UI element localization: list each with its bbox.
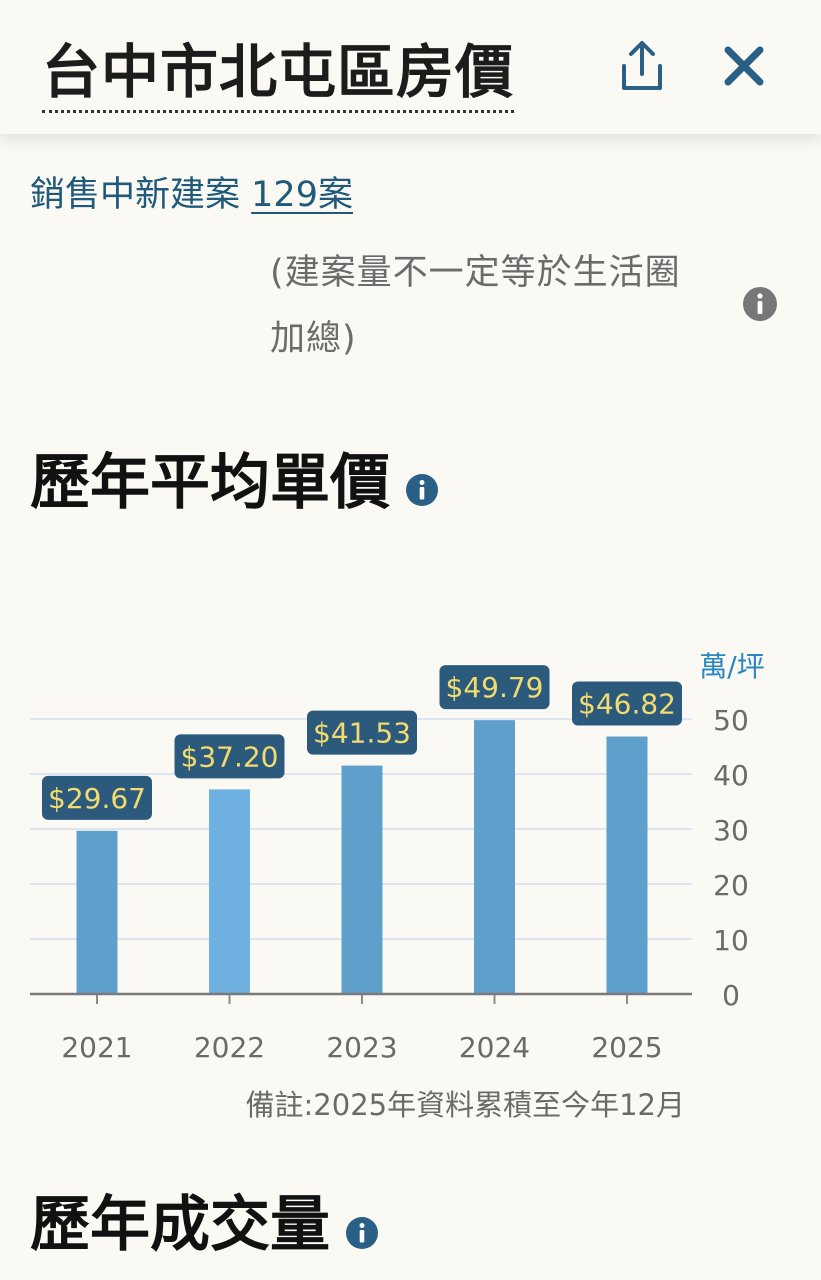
section-title-volume: 歷年成交量 [30,1190,330,1260]
page-title[interactable]: 台中市北屯區房價 [42,34,515,113]
note-text: (建案量不一定等於生活圈加總) [270,253,681,359]
x-tick-label: 2024 [459,1031,530,1064]
sale-summary: 銷售中新建案 129案 [30,166,353,217]
info-icon[interactable] [345,1216,379,1250]
x-tick-label: 2023 [326,1031,397,1064]
y-tick-label: 50 [713,704,749,737]
share-button[interactable] [612,36,672,96]
y-tick-label: 0 [722,979,740,1012]
y-tick-label: 30 [713,814,749,847]
bar [341,765,383,994]
data-label: $49.79 [446,671,544,704]
data-label: $29.67 [48,782,146,815]
bar [474,720,515,994]
section-title-text: 歷年成交量 [30,1190,330,1260]
data-label-box [174,734,285,779]
data-label-box [307,710,417,755]
data-label: $41.53 [313,717,411,750]
data-label: $46.82 [578,687,676,720]
close-button[interactable] [718,40,770,92]
data-label-box [439,665,550,710]
y-tick-label: 10 [713,924,749,957]
share-icon [622,41,662,90]
info-icon[interactable] [742,286,778,322]
data-label: $37.20 [181,740,279,773]
chart-footnote: 備註:2025年資料累積至今年12月 [245,1088,685,1122]
y-unit-label: 萬/坪 [699,650,764,683]
x-tick-label: 2021 [61,1031,132,1064]
avg-price-chart: 0 10 20 30 40 50 萬/坪 $29.67 2021 $37.20 2022 $41.53… [30,650,765,1064]
sale-count-link[interactable]: 129案 [251,175,353,215]
close-icon [724,46,764,86]
sale-prefix: 銷售中新建案 [30,175,241,215]
x-tick-label: 2022 [194,1031,265,1064]
bar [606,736,648,994]
x-tick-label: 2025 [591,1031,662,1064]
section-title-avg-price: 歷年平均單價 [30,448,390,518]
info-icon[interactable] [405,473,439,507]
header-bar: 台中市北屯區房價 [0,0,821,134]
section-title-text: 歷年平均單價 [30,448,390,518]
data-label-box [572,681,682,726]
bar [209,789,250,994]
bar [76,830,118,994]
data-label-box [42,775,152,820]
y-tick-label: 40 [713,759,749,792]
y-tick-label: 20 [713,869,749,902]
